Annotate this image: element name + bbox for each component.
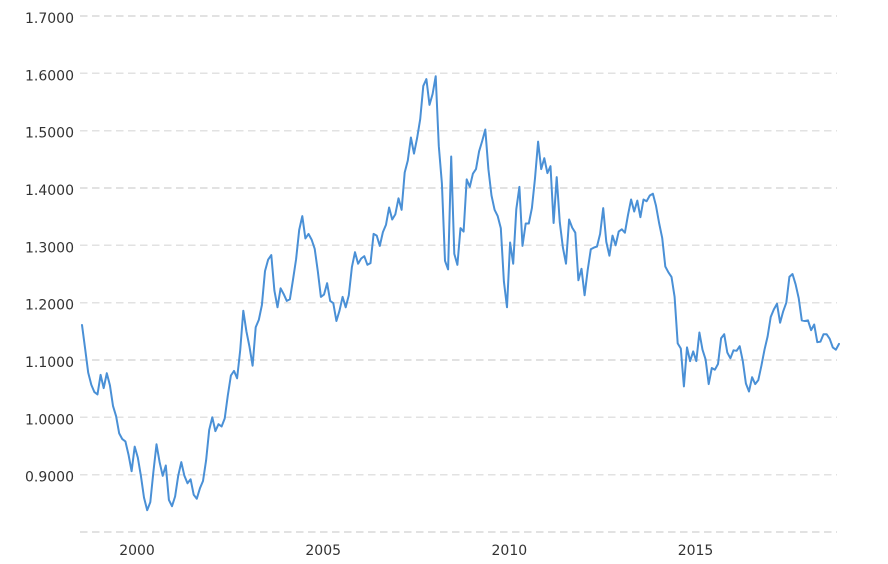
- x-axis-tick-label: 2015: [678, 543, 714, 559]
- x-axis-tick-label: 2005: [305, 543, 341, 559]
- y-axis-tick-label: 1.7000: [25, 11, 74, 27]
- y-axis-tick-label: 0.9000: [25, 470, 74, 486]
- y-axis-tick-label: 1.4000: [25, 183, 74, 199]
- y-axis-tick-label: 1.3000: [25, 240, 74, 256]
- x-axis-tick-label: 2000: [119, 543, 155, 559]
- y-axis-tick-label: 1.0000: [25, 412, 74, 428]
- x-axis-labels: 2000 2005 2010 2015: [119, 543, 713, 559]
- y-axis-tick-label: 1.1000: [25, 355, 74, 371]
- y-axis-tick-label: 1.2000: [25, 298, 74, 314]
- x-axis-tick-label: 2010: [492, 543, 528, 559]
- y-axis-tick-label: 1.6000: [25, 68, 74, 84]
- price-line-series: [81, 75, 840, 512]
- plot-area[interactable]: [80, 16, 837, 532]
- y-axis-labels: 1.7000 1.6000 1.5000 1.4000 1.3000 1.2000 1.10…: [25, 11, 74, 486]
- y-axis-tick-label: 1.5000: [25, 126, 74, 142]
